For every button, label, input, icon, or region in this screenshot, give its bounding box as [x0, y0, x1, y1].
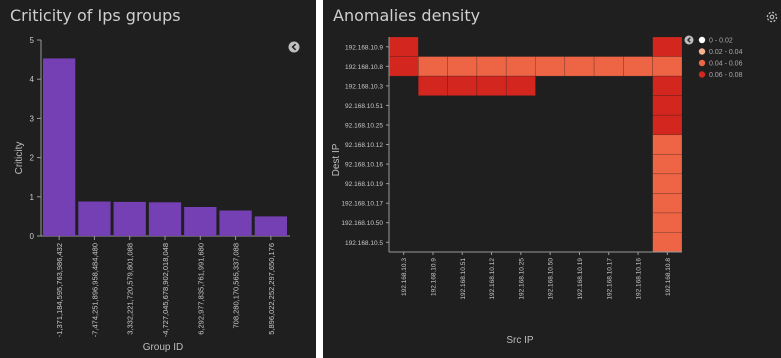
legend-swatch[interactable] — [698, 36, 706, 44]
heatmap-cell[interactable] — [476, 56, 507, 77]
y-tick-label: 4 — [30, 75, 35, 84]
panel-title: Anomalies density — [333, 6, 481, 25]
x-tick-label: 192.168.10.8 — [665, 258, 672, 296]
y-tick-label: 192.168.10.8 — [345, 64, 383, 71]
heatmap-cell[interactable] — [564, 56, 595, 77]
heatmap-cell[interactable] — [652, 75, 683, 96]
y-tick-label: 3 — [30, 114, 35, 123]
heatmap-cell[interactable] — [652, 173, 683, 194]
x-tick-label: 192.168.10.25 — [518, 258, 525, 300]
x-tick-label: 3,332,221,720,579,801,088 — [126, 243, 135, 335]
heatmap-cell[interactable] — [505, 56, 536, 77]
x-tick-label: 708,280,170,565,337,088 — [232, 243, 241, 329]
heatmap-cell[interactable] — [652, 134, 683, 155]
bar[interactable] — [43, 58, 76, 237]
bar[interactable] — [184, 206, 217, 236]
bar[interactable] — [148, 202, 182, 236]
anomalies-panel: Anomalies density Dest IP Src IP 192.168… — [323, 0, 781, 358]
y-tick-label: 2 — [30, 154, 35, 163]
legend-label: 0 - 0.02 — [709, 38, 733, 45]
x-axis-label: Group ID — [143, 342, 184, 353]
heatmap-chart: Dest IP Src IP 192.168.10.9 192.168.10.8 1… — [331, 11, 778, 346]
y-tick-label: 92.168.10.51 — [345, 103, 383, 110]
bar[interactable] — [78, 201, 111, 236]
x-axis-label: Src IP — [506, 335, 534, 346]
x-tick-label: -4,727,045,678,902,018,048 — [161, 243, 170, 337]
legend-toggle-icon[interactable] — [684, 35, 694, 45]
y-tick-label: 192.168.10.9 — [345, 44, 383, 51]
x-tick-label: 192.168.10.19 — [577, 258, 584, 300]
y-tick-label: 192.168.10.5 — [345, 240, 383, 247]
legend-toggle-icon[interactable] — [288, 41, 300, 53]
legend-label: 0.06 - 0.08 — [709, 72, 743, 79]
heatmap-cell[interactable] — [418, 75, 448, 96]
heatmap-cell[interactable] — [447, 75, 478, 96]
heatmap-cell[interactable] — [652, 114, 683, 136]
x-tick-label: 192.168.10.50 — [548, 258, 555, 300]
x-tick-label: -7,474,251,896,958,484,480 — [90, 243, 99, 337]
bar[interactable] — [113, 201, 146, 236]
heatmap-cell[interactable] — [652, 154, 683, 175]
heatmap-cell[interactable] — [447, 56, 478, 77]
bar[interactable] — [254, 216, 287, 236]
y-axis-label: Dest IP — [331, 143, 342, 176]
y-tick-label: 92.168.10.19 — [345, 181, 383, 188]
y-tick-label: 192.168.10.17 — [341, 201, 383, 208]
y-tick-label: 192.168.10.50 — [341, 220, 383, 227]
x-tick-label: 5,896,022,252,297,650,176 — [267, 243, 276, 335]
x-tick-label: 192.168.10.51 — [460, 258, 467, 300]
x-tick-label: 192.168.10.9 — [430, 258, 437, 296]
y-tick-label: 92.168.10.16 — [345, 162, 383, 169]
y-axis-label: Criticity — [14, 142, 25, 175]
y-tick-label: 192.168.10.3 — [345, 83, 383, 90]
criticity-panel: Criticity of Ips groups Criticity Group … — [0, 0, 316, 358]
heatmap-cell[interactable] — [593, 56, 624, 77]
heatmap-cell[interactable] — [652, 36, 683, 57]
legend-swatch[interactable] — [698, 59, 706, 67]
heatmap-cell[interactable] — [652, 56, 683, 77]
panel-title: Criticity of Ips groups — [10, 6, 181, 25]
y-tick-label: 0 — [30, 232, 35, 241]
x-tick-label: 6,292,977,835,761,991,680 — [196, 243, 205, 335]
x-tick-label: -1,371,184,595,763,986,432 — [55, 243, 64, 337]
heatmap-cell[interactable] — [388, 56, 419, 77]
x-tick-label: 192.168.10.17 — [606, 258, 613, 300]
heatmap-cell[interactable] — [505, 75, 536, 96]
y-tick-label: 1 — [30, 193, 35, 202]
heatmap-cell[interactable] — [418, 56, 448, 77]
heatmap-cell[interactable] — [476, 75, 507, 96]
y-tick-label: 92.168.10.25 — [345, 122, 383, 129]
heatmap-cell[interactable] — [535, 56, 566, 77]
x-tick-label: 192.168.10.16 — [636, 258, 643, 300]
bar-chart: Criticity Group ID 0 1 2 3 4 5 -1,371,184,595,… — [14, 36, 300, 353]
legend-swatch[interactable] — [698, 48, 706, 55]
legend-label: 0.02 - 0.04 — [709, 49, 743, 56]
heatmap-cell[interactable] — [652, 232, 683, 253]
heatmap-cell[interactable] — [652, 95, 683, 116]
heatmap-cell[interactable] — [623, 56, 653, 77]
bar[interactable] — [219, 210, 252, 236]
legend-label: 0.04 - 0.06 — [709, 61, 743, 68]
x-tick-label: 192.168.10.3 — [401, 258, 408, 296]
heatmap-cell[interactable] — [652, 193, 683, 214]
heatmap-cell[interactable] — [652, 212, 683, 233]
x-tick-label: 192.168.10.12 — [489, 258, 496, 300]
heatmap-cell[interactable] — [388, 36, 419, 57]
y-tick-label: 92.168.10.12 — [345, 142, 383, 149]
y-tick-label: 5 — [30, 36, 35, 45]
gear-icon[interactable] — [766, 11, 778, 23]
legend-swatch[interactable] — [698, 71, 706, 78]
